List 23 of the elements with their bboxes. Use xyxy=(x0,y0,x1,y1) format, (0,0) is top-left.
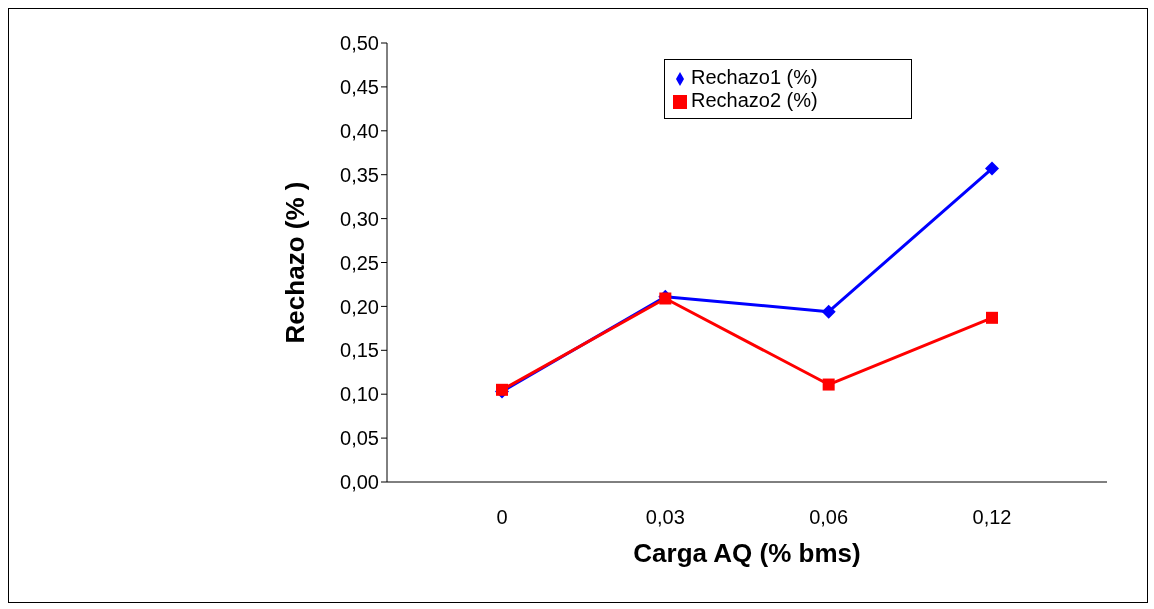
point xyxy=(821,304,836,319)
legend-label: Rechazo1 (%) xyxy=(691,66,818,88)
y-tick-label: 0,15 xyxy=(340,339,379,362)
point xyxy=(822,378,835,391)
y-tick-label: 0,00 xyxy=(340,471,379,494)
y-tick-label: 0,40 xyxy=(340,119,379,142)
x-tick-label: 0,06 xyxy=(809,506,849,529)
x-tick-label: 0,12 xyxy=(972,506,1012,529)
x-axis-title: Carga AQ (% bms) xyxy=(633,538,861,568)
y-axis-title: Rechazo (% ) xyxy=(280,181,311,344)
y-tick-label: 0,35 xyxy=(340,163,379,186)
y-tick-label: 0,45 xyxy=(340,76,379,98)
legend-label: Rechazo2 (%) xyxy=(691,89,818,111)
y-tick-label: 0,20 xyxy=(340,295,379,318)
point xyxy=(986,311,998,324)
x-tick-label: 0 xyxy=(496,506,508,529)
y-tick-label: 0,05 xyxy=(340,427,379,450)
y-tick-label: 0,10 xyxy=(340,383,379,406)
point xyxy=(985,161,999,176)
y-tick-label: 0,50 xyxy=(340,32,379,55)
y-tick-label: 0,30 xyxy=(340,207,379,230)
x-tick-label: 0,03 xyxy=(645,506,685,529)
y-tick-label: 0,25 xyxy=(340,251,379,274)
